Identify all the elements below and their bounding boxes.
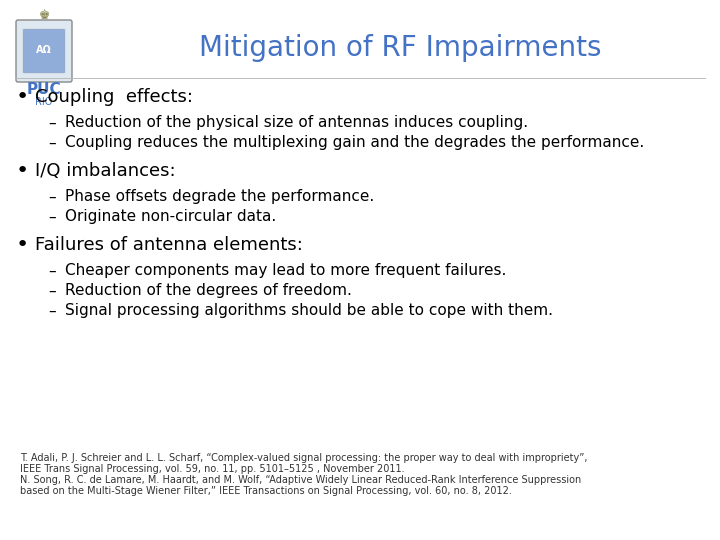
Text: AΩ: AΩ	[36, 45, 52, 55]
Text: Originate non-circular data.: Originate non-circular data.	[65, 210, 276, 225]
Text: –: –	[48, 116, 56, 131]
Text: Reduction of the physical size of antennas induces coupling.: Reduction of the physical size of antenn…	[65, 116, 528, 131]
Text: –: –	[48, 303, 56, 319]
Text: Cheaper components may lead to more frequent failures.: Cheaper components may lead to more freq…	[65, 264, 506, 279]
Text: T. Adali, P. J. Schreier and L. L. Scharf, “Complex-valued signal processing: th: T. Adali, P. J. Schreier and L. L. Schar…	[20, 453, 588, 463]
Text: ♚: ♚	[38, 9, 50, 22]
Text: –: –	[48, 264, 56, 279]
Text: RIO: RIO	[35, 97, 53, 107]
Text: N. Song, R. C. de Lamare, M. Haardt, and M. Wolf, “Adaptive Widely Linear Reduce: N. Song, R. C. de Lamare, M. Haardt, and…	[20, 475, 581, 485]
Text: Failures of antenna elements:: Failures of antenna elements:	[35, 236, 303, 254]
Text: •: •	[15, 235, 29, 255]
Text: based on the Multi-Stage Wiener Filter,” IEEE Transactions on Signal Processing,: based on the Multi-Stage Wiener Filter,”…	[20, 486, 512, 496]
Text: I/Q imbalances:: I/Q imbalances:	[35, 162, 176, 180]
Text: –: –	[48, 210, 56, 225]
FancyBboxPatch shape	[16, 20, 72, 82]
Text: Coupling reduces the multiplexing gain and the degrades the performance.: Coupling reduces the multiplexing gain a…	[65, 136, 644, 151]
Text: Phase offsets degrade the performance.: Phase offsets degrade the performance.	[65, 190, 374, 205]
Text: Reduction of the degrees of freedom.: Reduction of the degrees of freedom.	[65, 284, 352, 299]
Text: Mitigation of RF Impairments: Mitigation of RF Impairments	[199, 34, 601, 62]
Text: Coupling  effects:: Coupling effects:	[35, 88, 193, 106]
Text: Signal processing algorithms should be able to cope with them.: Signal processing algorithms should be a…	[65, 303, 553, 319]
Text: IEEE Trans Signal Processing, vol. 59, no. 11, pp. 5101–5125 , November 2011.: IEEE Trans Signal Processing, vol. 59, n…	[20, 464, 405, 474]
Text: •: •	[15, 87, 29, 107]
Text: –: –	[48, 190, 56, 205]
Text: PUC: PUC	[27, 83, 61, 98]
Text: •: •	[15, 161, 29, 181]
Text: –: –	[48, 136, 56, 151]
FancyBboxPatch shape	[23, 29, 65, 73]
Text: –: –	[48, 284, 56, 299]
